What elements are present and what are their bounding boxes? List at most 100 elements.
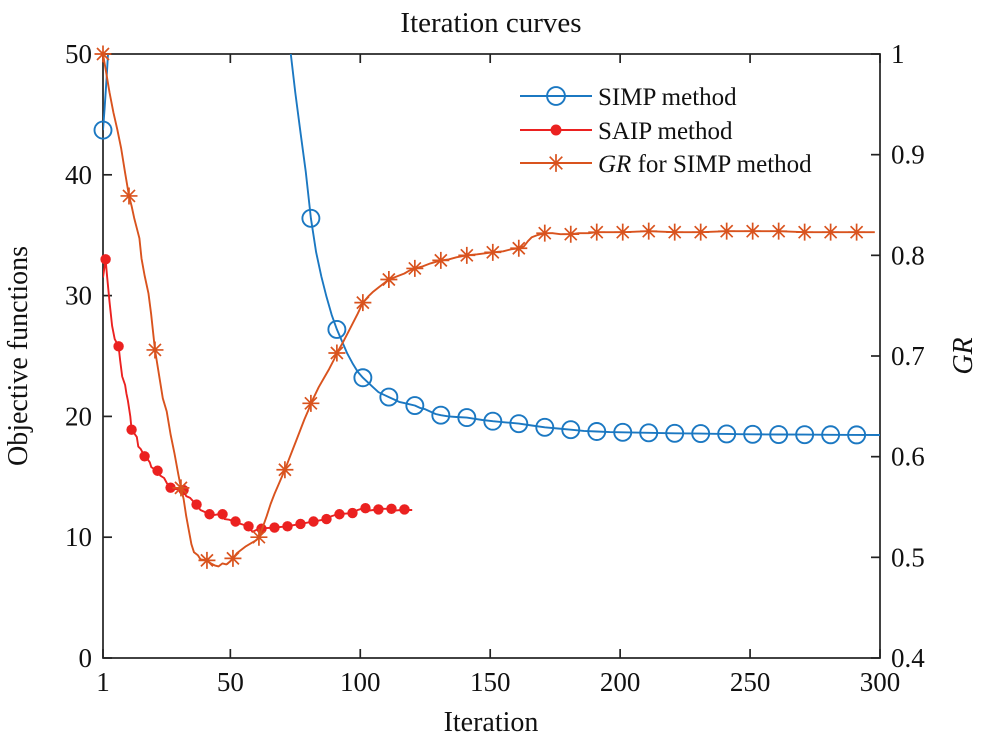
x-tick-label: 300 [860,667,901,697]
y-right-tick-label: 0.4 [891,643,925,673]
open-circle-marker [483,411,503,431]
series-gr-markers [94,45,866,569]
asterisk-marker [146,341,164,359]
filled-circle-marker [295,518,306,530]
open-circle-marker [613,422,633,442]
x-tick-label: 150 [470,667,511,697]
filled-circle-marker [321,513,332,525]
legend-item-gr: GR for SIMP method [520,151,812,178]
filled-circle-marker [139,451,150,462]
series-gr-line [103,54,875,568]
filled-circle-marker [243,521,254,532]
asterisk-marker [328,344,346,362]
open-circle-marker [509,414,529,434]
legend-item-saip: SAIP method [520,118,733,145]
filled-circle-marker [282,521,293,532]
filled-circle-marker [191,499,202,510]
asterisk-marker [406,259,424,277]
open-circle-marker [769,425,789,444]
plot-area: 1 50 100 150 200 250 300010203040500.40.50.60.… [65,39,925,697]
gr-curve [103,54,875,568]
filled-circle-marker [386,503,397,515]
y-left-tick-label: 10 [65,522,92,552]
open-circle-marker [379,387,399,407]
filled-circle-marker [165,482,176,493]
asterisk-marker [770,222,788,240]
filled-circle-marker [347,507,358,519]
asterisk-marker [822,223,840,241]
asterisk-marker [640,222,658,240]
asterisk-marker [692,223,710,241]
asterisk-marker [276,461,294,479]
open-circle-marker [691,424,711,444]
asterisk-marker [354,294,372,312]
open-circle-marker [353,368,373,388]
y-left-tick-label: 50 [65,39,92,69]
legend-label-simp: SIMP method [598,84,737,111]
legend-label-gr: GR for SIMP method [598,151,812,178]
y-left-tick-label: 30 [65,281,92,311]
y-right-tick-label: 0.9 [891,140,925,170]
x-tick-label: 200 [600,667,641,697]
y-right-tick-label: 0.5 [891,542,925,572]
asterisk-marker [198,551,216,569]
series-simp-line [103,54,880,436]
filled-circle-marker [126,424,137,435]
series-saip-markers [100,254,410,534]
asterisk-marker [614,223,632,241]
y-left-tick-label: 0 [79,643,93,673]
open-circle-marker [587,422,607,441]
filled-circle-marker [373,504,384,515]
asterisk-marker [588,223,606,241]
asterisk-marker [796,223,814,241]
open-circle-marker [327,319,347,339]
y-right-tick-label: 1 [891,39,905,69]
open-circle-marker [301,208,321,228]
asterisk-marker [432,251,450,269]
asterisk-marker [172,479,190,497]
legend-label-saip: SAIP method [598,118,733,145]
x-tick-label: 50 [217,667,244,697]
legend: SIMP method SAIP method GR for SIMP method [520,84,812,178]
y-left-tick-label: 40 [65,160,92,190]
asterisk-marker [380,270,398,288]
open-circle-marker [795,425,815,445]
y-axis-left: 0 10 20 30 40 50 [65,39,112,673]
open-circle-marker [561,420,581,440]
y-axis-right-label: GR [948,337,979,374]
filled-circle-marker [269,522,280,533]
asterisk-marker [224,549,242,567]
filled-circle-marker [550,124,562,136]
asterisk-marker [484,243,502,261]
open-circle-marker [743,424,763,444]
filled-circle-marker [152,465,163,476]
open-circle-marker [665,423,685,443]
filled-circle-marker [334,509,345,520]
filled-circle-marker [399,504,410,515]
open-circle-marker [639,423,659,443]
asterisk-marker [744,222,762,240]
open-circle-marker [717,424,737,444]
x-tick-label: 1 [96,667,110,697]
asterisk-marker [94,45,112,63]
open-circle-marker [405,396,425,415]
filled-circle-marker [360,503,371,514]
y-right-tick-label: 0.8 [891,240,925,270]
asterisk-marker [562,225,580,243]
asterisk-marker [848,223,866,241]
filled-circle-marker [230,516,241,527]
axes-box [102,53,881,659]
filled-circle-marker [113,341,124,352]
series-simp-markers [93,120,867,445]
filled-circle-marker [217,509,228,520]
open-circle-marker [535,417,555,437]
asterisk-marker [510,239,528,257]
open-circle-marker [546,86,566,106]
asterisk-marker [547,154,565,172]
asterisk-marker [536,224,554,242]
simp-curve [103,54,880,436]
x-tick-label: 250 [730,667,771,697]
y-right-tick-label: 0.6 [891,442,925,472]
